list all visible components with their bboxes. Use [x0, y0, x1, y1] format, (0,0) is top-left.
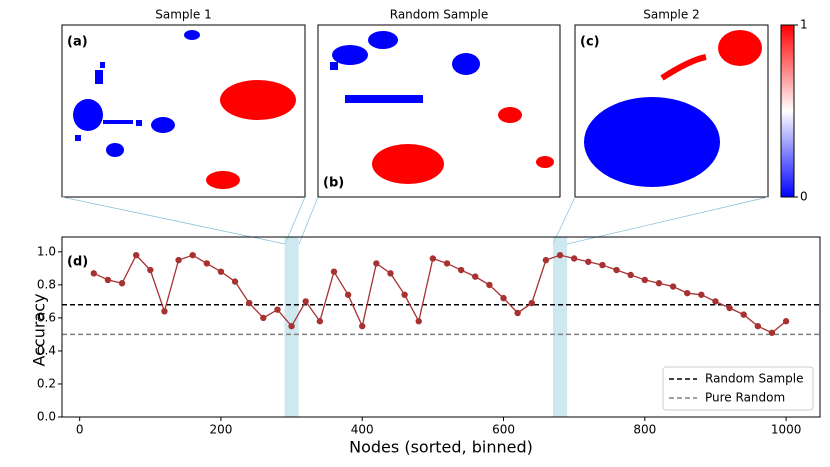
data-point	[585, 258, 592, 265]
data-point	[274, 306, 281, 313]
connectors	[61, 196, 769, 245]
data-point	[570, 255, 578, 262]
legend-label: Random Sample	[705, 372, 804, 386]
data-point	[500, 294, 507, 302]
data-line	[93, 254, 787, 334]
x-tick-label: 0	[76, 423, 84, 437]
data-point	[457, 266, 465, 274]
data-point	[768, 329, 776, 336]
data-point	[302, 298, 309, 305]
x-tick-label: 600	[492, 423, 515, 437]
data-point	[203, 260, 211, 267]
panel-title: Sample 1	[155, 8, 211, 22]
data-point	[740, 311, 747, 318]
y-tick-label: 0.2	[37, 376, 56, 390]
y-tick-label: 1.0	[37, 244, 56, 258]
data-point	[443, 260, 451, 267]
data-point	[599, 261, 606, 269]
panel-label: (a)	[67, 35, 88, 50]
data-point	[627, 271, 634, 279]
data-point	[401, 291, 408, 298]
data-point	[726, 304, 733, 312]
colorbar-tick-label: 1	[800, 18, 808, 32]
data-point	[246, 299, 253, 307]
panel-c	[574, 24, 769, 198]
highlight-span	[552, 237, 568, 417]
y-tick-label: 0.6	[37, 310, 56, 324]
data-point	[104, 276, 112, 284]
data-point	[655, 280, 663, 287]
data-point	[260, 314, 267, 322]
data-point	[118, 280, 126, 287]
x-tick-label: 400	[351, 423, 374, 437]
panel-title: Sample 2	[643, 8, 699, 22]
data-point	[415, 318, 422, 325]
data-point	[613, 266, 620, 274]
data-point	[359, 322, 366, 330]
data-point	[669, 283, 677, 290]
panel-label: (b)	[323, 176, 344, 191]
y-tick-label: 0.8	[37, 277, 56, 291]
legend-label: Pure Random	[705, 391, 785, 405]
data-point	[528, 299, 535, 307]
colorbar-tick-label: 0	[800, 190, 808, 204]
data-point	[90, 270, 97, 277]
data-point	[754, 322, 762, 330]
data-point	[712, 298, 719, 305]
data-point	[387, 270, 394, 277]
colorbar	[780, 24, 795, 198]
panel-label: (c)	[580, 35, 600, 50]
data-point	[288, 322, 295, 330]
data-point	[132, 251, 140, 259]
data-point	[486, 281, 493, 289]
panel-title: Random Sample	[390, 8, 489, 22]
x-tick-label: 1000	[771, 423, 802, 437]
data-point	[514, 309, 521, 317]
panel-b	[317, 24, 561, 198]
data-point	[147, 266, 154, 274]
data-point	[641, 276, 649, 284]
data-point	[189, 251, 196, 259]
panel-a	[61, 24, 306, 198]
x-tick-label: 800	[633, 423, 656, 437]
data-point	[429, 255, 437, 262]
y-tick-label: 0.0	[37, 410, 56, 424]
x-axis-label: Nodes (sorted, binned)	[349, 438, 533, 457]
data-point	[217, 268, 225, 275]
data-point	[373, 260, 380, 267]
y-axis-label: Accuracy	[30, 293, 49, 366]
data-point	[175, 256, 182, 264]
data-point	[316, 318, 324, 325]
x-tick-label: 200	[209, 423, 232, 437]
data-point	[542, 256, 550, 264]
y-tick-label: 0.4	[37, 343, 56, 357]
legend-box	[662, 366, 814, 411]
data-point	[161, 308, 168, 315]
data-point	[683, 289, 691, 297]
data-point	[556, 251, 564, 259]
data-point	[782, 318, 790, 325]
panel-label: (d)	[67, 255, 88, 270]
data-point	[231, 278, 239, 285]
data-point	[344, 291, 352, 298]
data-point	[698, 291, 705, 298]
data-point	[472, 273, 479, 280]
data-point	[330, 268, 338, 275]
plot-frame	[61, 236, 821, 418]
